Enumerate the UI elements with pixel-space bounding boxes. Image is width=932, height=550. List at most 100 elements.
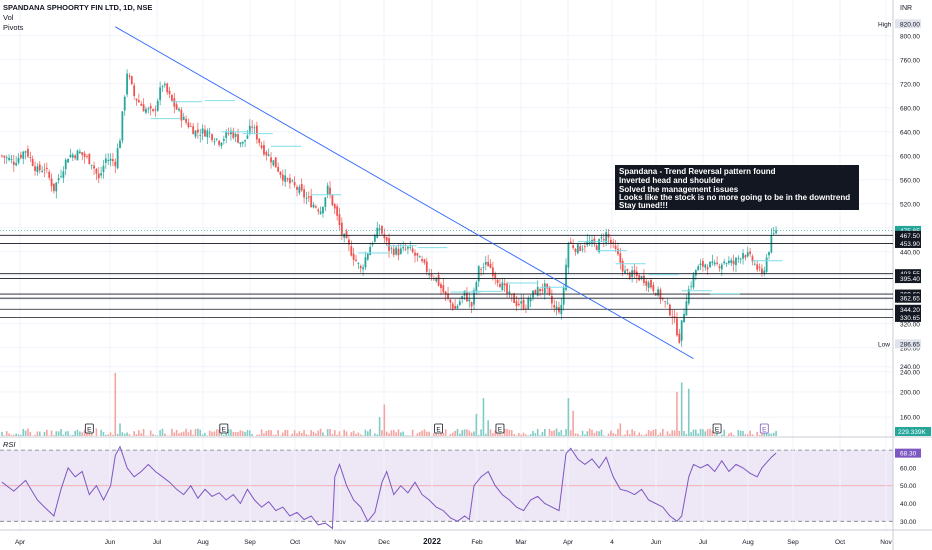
volume-bar — [338, 431, 341, 436]
price-tick-label: 600.00 — [900, 153, 920, 160]
earnings-marker-box[interactable] — [434, 423, 444, 434]
volume-bar — [617, 428, 619, 436]
candle-body — [584, 246, 586, 248]
candle-body — [694, 269, 697, 276]
indicator-pivots-label[interactable]: Pivots — [3, 23, 24, 32]
trendline-segment[interactable] — [115, 26, 694, 359]
price-axis[interactable]: 240.00 280.00 320.00 440.00 520.00 560.00 600.… — [878, 19, 931, 526]
candle-body — [298, 186, 301, 193]
level-badge — [895, 238, 921, 248]
candle-body — [534, 290, 537, 295]
volume-bar — [239, 430, 242, 436]
candle-body — [222, 139, 225, 141]
candle-body — [775, 230, 777, 234]
candle-body — [496, 279, 499, 283]
volume-bar — [329, 428, 331, 436]
candle-body — [423, 259, 426, 263]
candle-body — [732, 260, 735, 265]
candle-body — [345, 230, 348, 239]
candle-body — [218, 140, 221, 145]
volume-bar — [454, 430, 456, 436]
candle-body — [340, 222, 343, 235]
earnings-marker-label: E — [222, 427, 227, 434]
candle-body — [765, 257, 768, 272]
volume-bar — [565, 429, 567, 436]
volume-bar — [683, 431, 685, 436]
candle-body — [241, 141, 244, 144]
candle-body — [454, 306, 457, 309]
candle-body — [189, 126, 192, 127]
earnings-marker-box[interactable] — [759, 423, 769, 434]
volume-bar — [598, 431, 600, 436]
level-value: 330.65 — [900, 315, 920, 322]
volume-bar — [305, 434, 308, 436]
volume-bar — [770, 433, 773, 436]
volume-bar — [603, 435, 605, 436]
volume-bar — [62, 434, 65, 436]
volume-bar — [218, 429, 220, 436]
indicator-vol-label[interactable]: Vol — [3, 13, 14, 22]
candle-body — [770, 235, 773, 253]
earnings-marker-box[interactable] — [84, 423, 94, 434]
legend: SPANDANA SPHOORTY FIN LTD, 1D, NSE Vol P… — [3, 3, 152, 449]
volume-bar — [588, 428, 591, 436]
annotation-box[interactable]: Spandana - Trend Reversal pattern found … — [615, 165, 859, 210]
volume-bar — [116, 433, 119, 436]
volume-bar — [697, 433, 699, 436]
volume-bar — [249, 430, 251, 436]
volume-bar — [237, 431, 239, 436]
time-tick-label: Sep — [787, 539, 799, 546]
time-tick-label: Apr — [15, 539, 26, 546]
candle-body — [466, 292, 468, 302]
candle-body — [444, 291, 447, 295]
candle-body — [744, 255, 747, 258]
candle-body — [685, 301, 688, 316]
price-tick-label: 440.00 — [900, 249, 920, 256]
candle-body — [739, 258, 742, 260]
volume-bar — [267, 430, 270, 436]
annotation-line-2: Inverted head and shoulder — [619, 176, 723, 185]
volume-bar — [336, 434, 338, 436]
volume-bar — [5, 431, 8, 436]
volume-bar — [541, 431, 544, 436]
earnings-marker-box[interactable] — [495, 423, 505, 434]
earnings-marker-box[interactable] — [219, 423, 229, 434]
volume-bar — [263, 433, 265, 436]
volume-bar — [426, 431, 428, 436]
earnings-marker-box[interactable] — [712, 423, 722, 434]
candle-body — [749, 251, 752, 254]
volume-bar — [654, 429, 657, 436]
trendline[interactable] — [115, 26, 694, 359]
candle-body — [633, 269, 636, 275]
candle-body — [383, 234, 386, 239]
candle-body — [244, 139, 246, 142]
volume-bar — [437, 434, 440, 436]
annotation-line-5: Stay tuned!!! — [619, 201, 668, 210]
volume-tick-label: 160.00 — [900, 415, 920, 422]
candle-body — [373, 235, 376, 242]
volume-bar — [721, 434, 723, 436]
volume-bar — [409, 435, 412, 436]
candle-body — [60, 175, 62, 177]
volume-bar — [8, 433, 10, 436]
candle-body — [647, 282, 650, 288]
volume-bar — [673, 430, 676, 436]
rsi-label[interactable]: RSI — [3, 440, 16, 449]
volume-bar — [749, 430, 751, 436]
volume-bar — [208, 430, 211, 436]
volume-bar — [90, 433, 93, 436]
volume-bar — [359, 434, 362, 436]
candle-body — [251, 126, 254, 128]
volume-bar — [256, 434, 258, 436]
candle-body — [107, 160, 110, 161]
volume-bar — [300, 432, 303, 436]
candle-body — [333, 204, 336, 209]
candle-body — [140, 103, 143, 106]
candle-body — [232, 130, 235, 138]
candle-body — [286, 178, 289, 180]
candle-body — [180, 109, 183, 121]
candle-body — [71, 154, 74, 158]
time-axis[interactable]: Apr Jun Jul Aug Sep Oct Nov Dec 2022 Feb Mar Apr 4 Ju… — [15, 537, 893, 546]
